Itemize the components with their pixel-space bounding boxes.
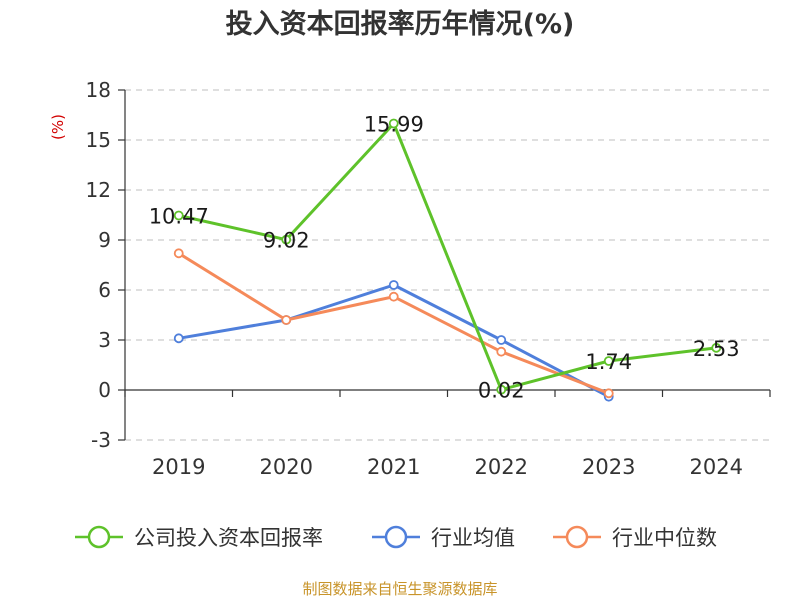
series-line-1 (178, 283, 610, 398)
data-label: 0.02 (478, 379, 525, 403)
y-tick-label: 12 (86, 178, 111, 202)
legend-label: 行业中位数 (612, 526, 717, 550)
data-point[interactable] (603, 388, 614, 399)
data-label: 15.99 (364, 113, 424, 137)
data-point[interactable] (711, 342, 722, 353)
axes: -3 0 3 6 9 12 15 18 2019 2020 2021 2022 2023 2024 (86, 78, 771, 479)
legend-marker-icon (87, 525, 111, 549)
x-tick-label: 2019 (152, 455, 205, 479)
x-tick-label: 2024 (690, 455, 743, 479)
data-point[interactable] (281, 234, 292, 245)
data-point[interactable] (496, 335, 507, 345)
data-point[interactable] (173, 333, 184, 344)
x-tick-label: 2022 (475, 455, 528, 479)
data-point[interactable] (173, 248, 184, 259)
legend-item-1[interactable]: 行业均值 (372, 525, 515, 550)
legend-item-0[interactable]: 公司投入资本回报率 (75, 525, 323, 550)
data-point[interactable] (603, 356, 614, 366)
x-tick-label: 2020 (260, 455, 313, 479)
y-tick-label: 15 (86, 128, 111, 152)
legend-marker-icon (565, 525, 589, 549)
data-point[interactable] (388, 118, 399, 129)
legend-item-2[interactable]: 行业中位数 (553, 525, 717, 550)
y-tick-label: 9 (98, 228, 111, 252)
series-line-0 (178, 122, 717, 392)
gridlines (125, 89, 770, 441)
y-axis-label: (%) (49, 114, 67, 140)
y-tick-label: 0 (98, 378, 111, 402)
legend-label: 公司投入资本回报率 (134, 526, 323, 550)
data-point[interactable] (281, 315, 292, 325)
data-point[interactable] (496, 346, 507, 357)
legend-label: 行业均值 (431, 526, 515, 550)
y-tick-label: -3 (91, 428, 111, 452)
data-point[interactable] (388, 280, 399, 290)
series-line-2 (177, 252, 610, 395)
data-label: 9.02 (263, 229, 310, 253)
data-point[interactable] (388, 291, 399, 302)
data-label: 10.47 (149, 205, 209, 229)
x-tick-label: 2021 (367, 455, 420, 479)
source-note: 制图数据来自恒生聚源数据库 (302, 580, 497, 598)
y-tick-label: 3 (98, 328, 111, 352)
y-tick-label: 6 (98, 278, 111, 302)
data-point[interactable] (173, 210, 184, 221)
data-labels: 10.47 9.02 15.99 0.02 1.74 2.53 (149, 113, 740, 403)
data-label: 1.74 (585, 350, 632, 374)
y-tick-label: 18 (86, 78, 111, 102)
legend[interactable]: 公司投入资本回报率 行业均值 行业中位数 (75, 525, 717, 550)
legend-marker-icon (384, 525, 408, 549)
data-label: 2.53 (693, 337, 740, 361)
series-group (173, 118, 722, 402)
chart-title: 投入资本回报率历年情况(%) (226, 8, 575, 40)
data-point[interactable] (496, 384, 507, 395)
x-tick-label: 2023 (582, 455, 635, 479)
